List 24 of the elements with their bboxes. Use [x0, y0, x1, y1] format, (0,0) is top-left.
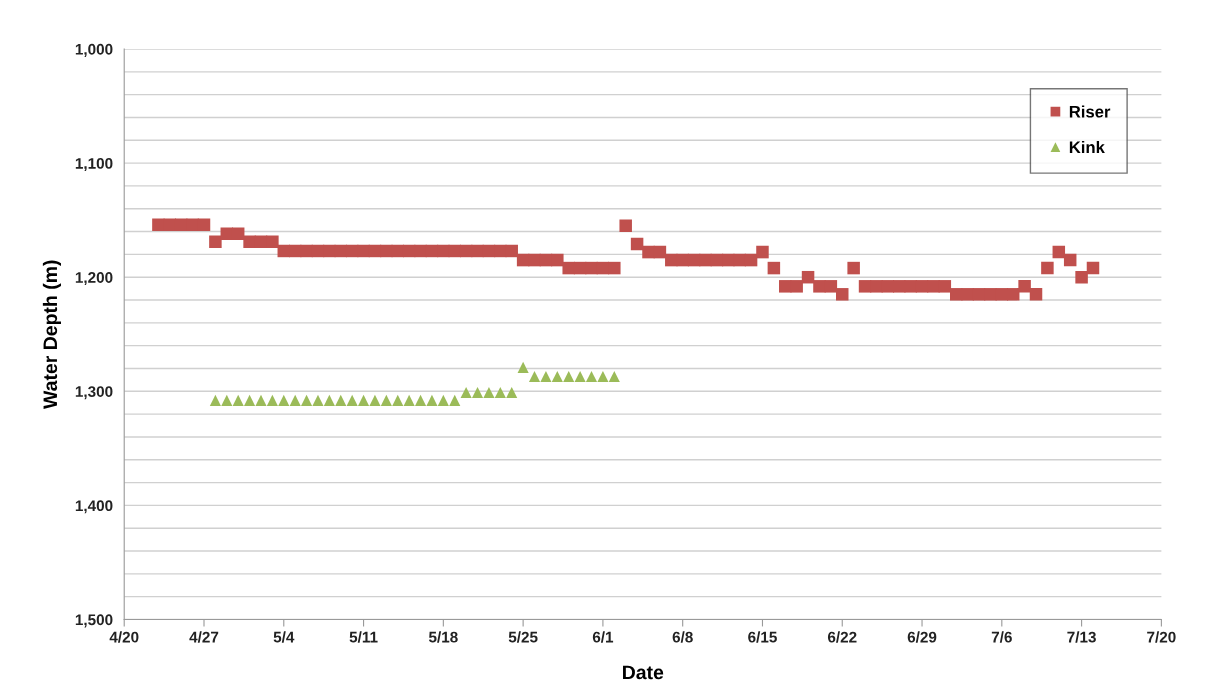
- legend-label: Riser: [1069, 105, 1111, 118]
- x-tick-label: 4/20: [109, 631, 139, 643]
- y-tick-label: 1,500: [75, 614, 113, 628]
- x-tick-label: 6/8: [672, 631, 693, 643]
- x-tick-label: 4/27: [189, 631, 219, 643]
- y-tick-label: 1,400: [75, 500, 113, 514]
- x-tick-label: 5/18: [428, 631, 458, 643]
- x-tick-label: 7/13: [1067, 631, 1096, 643]
- x-tick-label: 6/29: [907, 631, 937, 643]
- y-tick-label: 1,200: [75, 272, 113, 286]
- x-tick-label: 5/4: [273, 631, 295, 643]
- x-tick-label: 7/20: [1147, 631, 1176, 643]
- y-tick-label: 1,100: [75, 157, 113, 171]
- x-tick-label: 6/15: [748, 631, 777, 643]
- x-tick-label: 5/25: [508, 631, 538, 643]
- y-tick-label: 1,300: [75, 386, 113, 400]
- x-tick-label: 7/6: [991, 631, 1012, 643]
- x-axis-title: Date: [623, 665, 664, 680]
- x-tick-label: 6/1: [592, 631, 614, 643]
- y-axis-title: Water Depth (m): [42, 260, 61, 409]
- legend-label: Kink: [1069, 140, 1105, 153]
- x-tick-label: 5/11: [349, 631, 378, 643]
- y-tick-label: 1,000: [75, 43, 113, 57]
- x-tick-label: 6/22: [827, 631, 857, 643]
